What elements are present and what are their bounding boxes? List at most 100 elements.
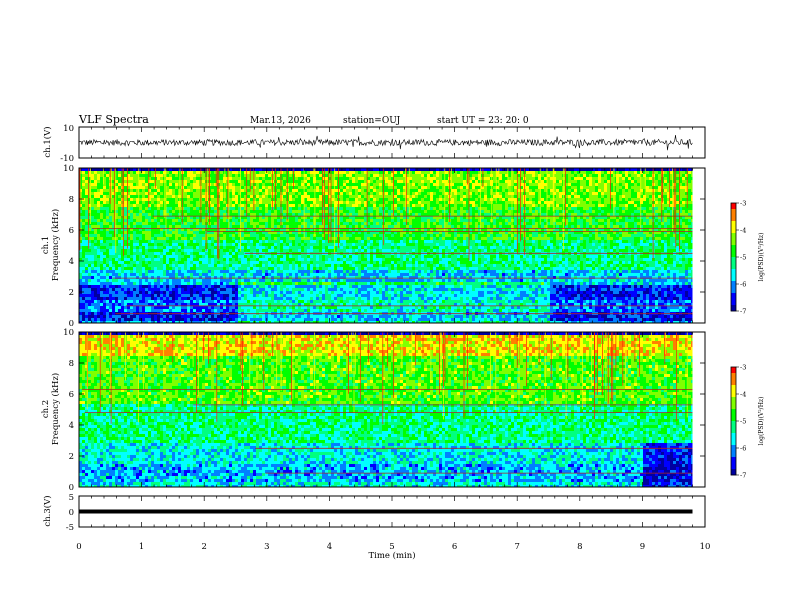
spectrogram-cell: [130, 186, 133, 189]
spectrogram-cell: [229, 321, 232, 323]
spectrogram-cell: [325, 276, 328, 279]
spectrogram-cell: [352, 267, 355, 270]
spectrogram-cell: [139, 246, 142, 249]
spectrogram-cell: [226, 234, 229, 237]
spectrogram-cell: [286, 300, 289, 303]
spectrogram-cell: [127, 294, 130, 297]
spectrogram-cell: [244, 303, 247, 306]
spectrogram-cell: [121, 213, 124, 216]
spectrogram-cell: [268, 204, 271, 207]
spectrogram-cell: [196, 243, 199, 246]
spectrogram-cell: [178, 192, 181, 195]
spectrogram-cell: [181, 282, 184, 285]
spectrogram-cell: [100, 291, 103, 294]
spectrogram-cell: [205, 243, 208, 246]
spectrogram-cell: [214, 222, 217, 225]
spectrogram-cell: [295, 168, 298, 171]
spectrogram-cell: [166, 261, 169, 264]
spectrogram-cell: [226, 249, 229, 252]
spectrogram-cell: [115, 261, 118, 264]
spectrogram-cell: [226, 303, 229, 306]
spectrogram-cell: [325, 192, 328, 195]
spectrogram-cell: [232, 192, 235, 195]
spectrogram-cell: [82, 318, 85, 321]
spectrogram-cell: [343, 204, 346, 207]
spectrogram-cell: [349, 303, 352, 306]
spectrogram-cell: [319, 264, 322, 267]
spectrogram-cell: [118, 186, 121, 189]
spectrogram-cell: [349, 180, 352, 183]
spectrogram-cell: [319, 222, 322, 225]
spectrogram-cell: [151, 201, 154, 204]
spectrogram-cell: [301, 207, 304, 210]
spectrogram-cell: [244, 219, 247, 222]
spectrogram-cell: [94, 234, 97, 237]
spectrogram-cell: [229, 171, 232, 174]
spectrogram-cell: [340, 309, 343, 312]
spectrogram-cell: [121, 282, 124, 285]
spectrogram-cell: [316, 270, 319, 273]
spectrogram-cell: [328, 204, 331, 207]
spectrogram-cell: [295, 213, 298, 216]
spectrogram-cell: [130, 258, 133, 261]
spectrogram-cell: [211, 240, 214, 243]
spectrogram-cell: [148, 321, 151, 323]
spectrogram-cell: [97, 204, 100, 207]
spectrogram-cell: [112, 207, 115, 210]
spectrogram-cell: [109, 213, 112, 216]
spectrogram-cell: [352, 186, 355, 189]
spectrogram-cell: [268, 231, 271, 234]
spectrogram-cell: [145, 219, 148, 222]
spectrogram-cell: [118, 282, 121, 285]
spectrogram-cell: [79, 267, 82, 270]
spectrogram-cell: [103, 309, 106, 312]
spectrogram-cell: [100, 246, 103, 249]
spectrogram-cell: [349, 315, 352, 318]
spectrogram-cell: [304, 204, 307, 207]
spectrogram-cell: [235, 291, 238, 294]
spectrogram-cell: [328, 240, 331, 243]
spectrogram-cell: [103, 177, 106, 180]
spectrogram-cell: [310, 246, 313, 249]
spectrogram-cell: [355, 303, 358, 306]
spectrogram-cell: [217, 294, 220, 297]
spectrogram-cell: [187, 246, 190, 249]
spectrogram-cell: [91, 270, 94, 273]
spectrogram-cell: [343, 291, 346, 294]
spectrogram-cell: [361, 174, 364, 177]
spectrogram-cell: [328, 189, 331, 192]
spectrogram-cell: [205, 321, 208, 323]
spectrogram-cell: [214, 294, 217, 297]
spectrogram-cell: [205, 318, 208, 321]
spectrogram-cell: [208, 300, 211, 303]
spectrogram-cell: [358, 231, 361, 234]
spectrogram-cell: [169, 285, 172, 288]
spectrogram-cell: [301, 273, 304, 276]
spectrogram-cell: [82, 312, 85, 315]
spectrogram-cell: [346, 255, 349, 258]
spectrogram-cell: [364, 171, 367, 174]
spectrogram-cell: [202, 246, 205, 249]
spectrogram-cell: [154, 306, 157, 309]
spectrogram-cell: [211, 249, 214, 252]
spectrogram-cell: [283, 171, 286, 174]
spectrogram-cell: [298, 222, 301, 225]
spectrogram-cell: [148, 216, 151, 219]
spectrogram-cell: [100, 183, 103, 186]
spectrogram-cell: [343, 171, 346, 174]
spectrogram-cell: [280, 243, 283, 246]
spectrogram-cell: [265, 213, 268, 216]
spectrogram-cell: [97, 234, 100, 237]
spectrogram-cell: [292, 198, 295, 201]
spectrogram-cell: [361, 183, 364, 186]
spectrogram-cell: [190, 276, 193, 279]
spectrogram-cell: [334, 321, 337, 323]
spectrogram-cell: [313, 306, 316, 309]
spectrogram-cell: [193, 201, 196, 204]
spectrogram-cell: [292, 270, 295, 273]
spectrogram-cell: [256, 264, 259, 267]
spectrogram-cell: [319, 183, 322, 186]
spectrogram-cell: [322, 276, 325, 279]
spectrogram-cell: [277, 216, 280, 219]
spectrogram-cell: [202, 192, 205, 195]
